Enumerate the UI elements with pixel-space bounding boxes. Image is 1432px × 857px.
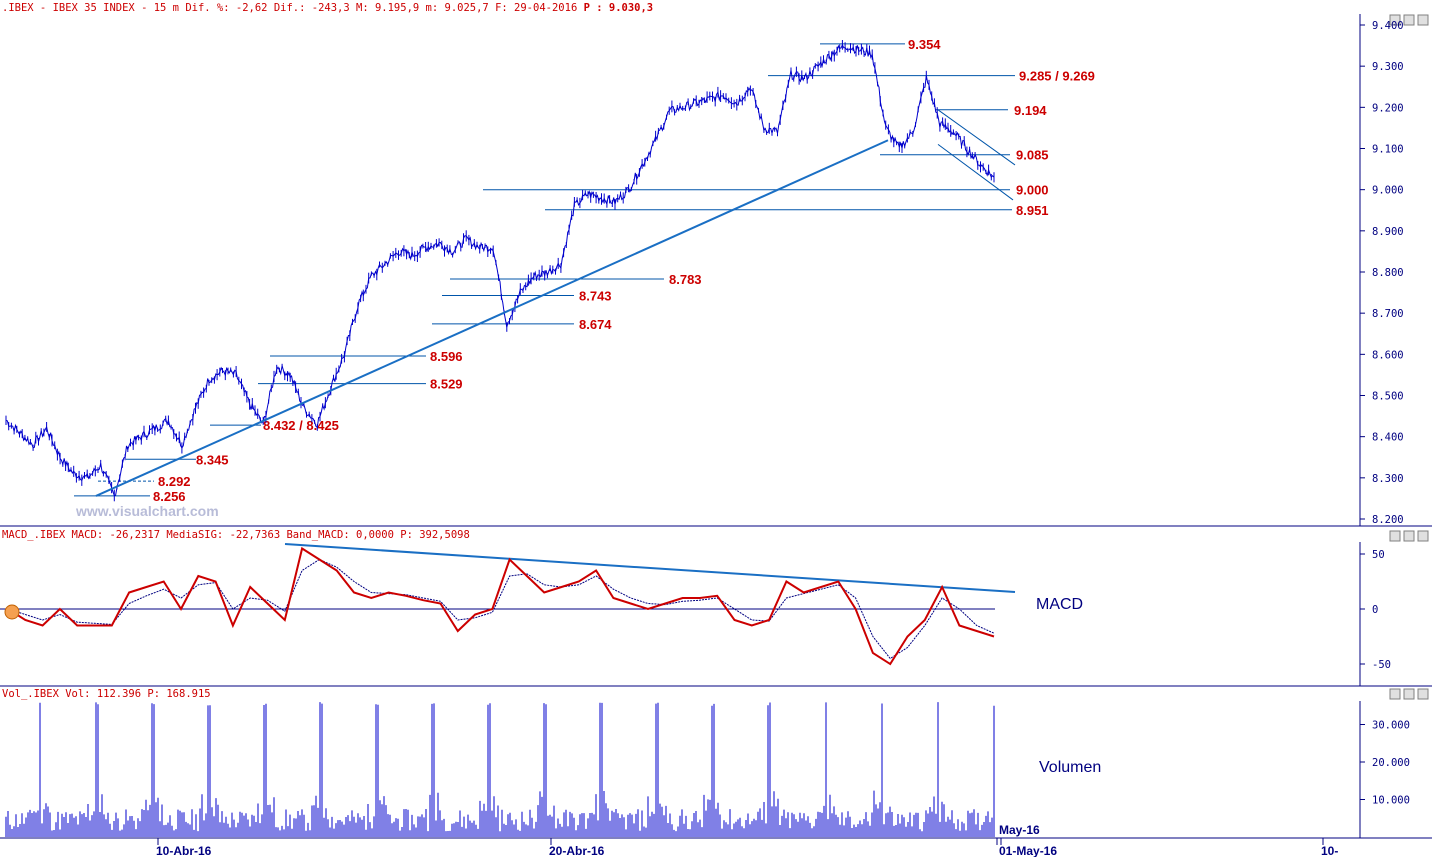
vol-tick-label: 30.000 [1372,720,1410,732]
macd-tick-label: 0 [1372,604,1378,616]
macd-tick-label: 50 [1372,549,1385,561]
support-trendline [95,139,889,497]
macd-header: MACD_.IBEX MACD: -26,2317 MediaSIG: -22,… [2,529,470,541]
may-label: May-16 [999,823,1040,837]
y-tick-label: 8.200 [1372,514,1404,526]
level-label: 9.285 / 9.269 [1019,69,1095,84]
macd-trendline [284,543,1016,593]
price-series [5,40,1016,502]
macd-panel: 50 0 -50 [0,543,1391,671]
channel-top-line [937,109,1016,166]
macd-label: MACD [1036,596,1083,613]
y-tick-label: 9.400 [1372,20,1404,32]
level-label: 8.256 [153,489,186,504]
y-tick-label: 8.900 [1372,226,1404,238]
level-label: 8.951 [1016,203,1049,218]
level-label: 9.194 [1014,103,1047,118]
price-line [5,43,995,497]
watermark: www.visualchart.com [75,503,219,519]
level-lines: 9.354 9.285 / 9.269 9.194 9.085 9.000 8.951 8.… [74,37,1095,504]
level-label: 8.596 [430,349,463,364]
x-tick-label: 10-Abr-16 [156,844,212,857]
y-tick-label: 9.000 [1372,185,1404,197]
volume-label: Volumen [1039,759,1101,776]
volume-header: Vol_.IBEX Vol: 112.396 P: 168.915 [2,688,211,700]
macd-signal-line [7,558,995,660]
price-panel: 8.200 8.300 8.400 8.500 8.600 8.700 8.800 8.900… [1360,20,1404,526]
y-tick-label: 8.300 [1372,473,1404,485]
level-label: 8.529 [430,377,463,392]
y-tick-label: 8.400 [1372,432,1404,444]
vol-tick-label: 10.000 [1372,795,1410,807]
level-label: 8.345 [196,452,229,467]
y-tick-label: 9.200 [1372,102,1404,114]
y-tick-label: 9.300 [1372,61,1404,73]
price-header: .IBEX - IBEX 35 INDEX - 15 m Dif. %: -2,… [2,2,653,14]
y-tick-label: 9.100 [1372,144,1404,156]
level-label: 8.292 [158,474,191,489]
panel-frames [0,14,1432,839]
x-tick-label: 20-Abr-16 [549,844,605,857]
y-tick-label: 8.600 [1372,349,1404,361]
level-label: 9.000 [1016,183,1049,198]
y-tick-label: 8.800 [1372,267,1404,279]
x-tick-label: 10- [1321,844,1338,857]
macd-origin-marker [4,604,20,620]
level-label: 8.432 / 8.425 [263,418,339,433]
macd-line [7,546,995,666]
level-label: 8.783 [669,272,702,287]
volume-panel: 10.000 20.000 30.000 [5,702,1410,837]
level-label: 8.743 [579,289,612,304]
window-buttons[interactable] [1389,14,1429,700]
channel-bottom-line [937,143,1014,201]
x-axis: 10-Abr-16 20-Abr-16 01-May-16 10- [156,838,1338,857]
level-label: 9.085 [1016,148,1049,163]
macd-tick-label: -50 [1372,659,1391,671]
level-label: 8.674 [579,317,612,332]
x-tick-label: 01-May-16 [999,844,1057,857]
vol-tick-label: 20.000 [1372,757,1410,769]
level-label: 9.354 [908,37,941,52]
y-tick-label: 8.700 [1372,308,1404,320]
y-tick-label: 8.500 [1372,391,1404,403]
